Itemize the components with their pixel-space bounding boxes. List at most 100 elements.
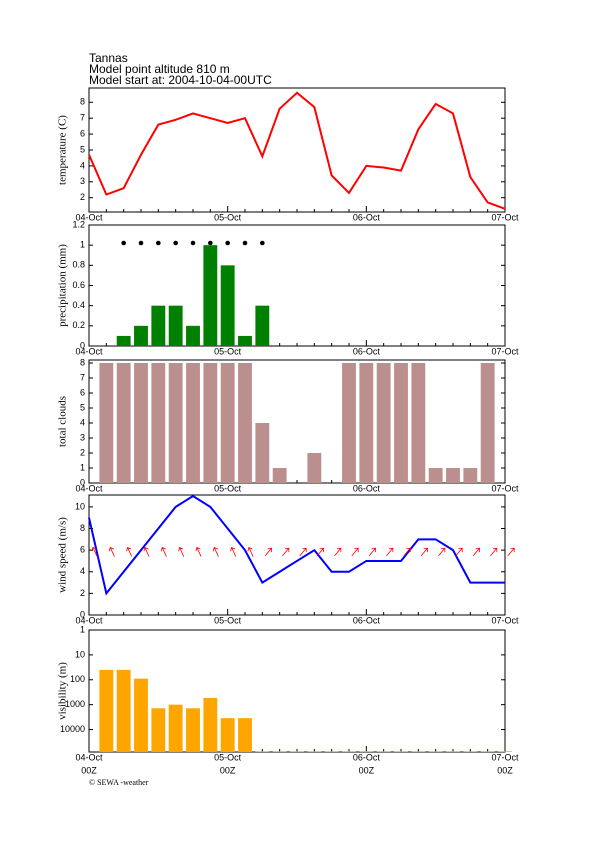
x-tick-label: 07-Oct [491, 212, 519, 222]
x-tick-label: 06-Oct [353, 483, 381, 493]
precip-type-dot [138, 240, 144, 246]
wind-direction-arrow [455, 547, 463, 557]
x-tick-label: 04-Oct [75, 346, 103, 356]
y-tick-label: 0.2 [72, 320, 85, 330]
bar [428, 468, 443, 483]
bar [498, 751, 512, 752]
y-tick-label: 2 [80, 192, 85, 202]
wind-direction-arrow [386, 547, 394, 557]
y-tick-label: 0 [80, 340, 85, 350]
y-tick-label: 8 [80, 357, 85, 367]
bar [168, 363, 183, 483]
bar [203, 697, 218, 752]
bar [220, 363, 235, 483]
x-tick-label: 06-Oct [353, 615, 381, 625]
data-line [88, 494, 505, 596]
precip-type-dot [242, 240, 248, 246]
y-tick-label: 5 [80, 402, 85, 412]
bar [168, 704, 183, 752]
precip-type-dot [225, 240, 230, 246]
bar [359, 751, 374, 752]
y-tick-label: 5 [80, 144, 85, 154]
bar [116, 363, 131, 483]
bar [134, 363, 148, 483]
wind-direction-arrow [160, 546, 167, 557]
altitude: Model point altitude 810 m [89, 62, 230, 76]
bar [116, 335, 131, 346]
y-tick-label: 0.4 [72, 300, 85, 310]
y-tick-label: 6 [80, 545, 85, 555]
y-tick-label: 100 [70, 674, 85, 684]
precip-type-dot [173, 240, 178, 246]
bar [186, 325, 200, 346]
bar [220, 718, 235, 752]
x-sub-label: 00Z [497, 765, 513, 775]
wind-direction-arrow [490, 547, 498, 557]
bar [272, 468, 287, 483]
x-tick-label: 07-Oct [491, 483, 519, 493]
bar [307, 453, 322, 483]
x-tick-label: 04-Oct [75, 212, 103, 222]
wind-direction-arrow [178, 546, 185, 557]
precip-type-dot [190, 240, 196, 246]
bar [134, 325, 148, 346]
bar [480, 363, 495, 483]
bar [272, 751, 287, 752]
x-tick-label: 04-Oct [75, 615, 103, 625]
wind-direction-arrow [143, 546, 150, 557]
bar [446, 751, 460, 752]
wind-direction-arrow [403, 547, 411, 557]
bar [99, 363, 114, 483]
y-tick-label: 1.2 [72, 219, 85, 229]
y-tick-label: 4 [80, 566, 85, 576]
credit: © SEWA -weather [89, 778, 149, 787]
y-axis-label: precipitation (mm) [57, 244, 69, 327]
bar [359, 363, 374, 483]
data-line [88, 91, 506, 210]
y-tick-label: 6 [80, 128, 85, 138]
wind-direction-arrow [195, 546, 202, 557]
precip-type-dot [208, 240, 213, 246]
station-name: Tannas [89, 51, 128, 65]
precip-type-dot [260, 240, 265, 246]
x-tick-label: 04-Oct [75, 752, 103, 762]
bar [342, 363, 356, 483]
bar [480, 751, 495, 752]
bar [168, 305, 183, 346]
y-tick-label: 7 [80, 372, 85, 382]
y-tick-label: 10 [75, 501, 85, 511]
x-tick-label: 06-Oct [353, 752, 381, 762]
y-tick-label: 10000 [60, 724, 85, 734]
x-tick-label: 05-Oct [214, 212, 242, 222]
bar [255, 305, 270, 346]
bar [324, 751, 339, 752]
x-tick-label: 06-Oct [353, 346, 381, 356]
bar [290, 751, 304, 752]
bar [411, 751, 426, 752]
x-tick-label: 05-Oct [214, 483, 242, 493]
bar [446, 468, 460, 483]
wind-direction-arrow [230, 546, 237, 557]
wind-direction-arrow [247, 546, 254, 557]
y-axis-label: temperature (C) [57, 115, 69, 185]
y-tick-label: 1000 [65, 699, 85, 709]
bar [307, 751, 322, 752]
y-tick-label: 1 [80, 462, 85, 472]
bar [376, 751, 391, 752]
y-tick-label: 10 [75, 649, 85, 659]
wind-direction-arrow [126, 546, 133, 557]
y-tick-label: 2 [80, 447, 85, 457]
x-tick-label: 07-Oct [491, 615, 519, 625]
y-tick-label: 0.8 [72, 260, 85, 270]
wind-direction-arrow [212, 546, 219, 557]
bar [411, 363, 426, 483]
bar [394, 363, 408, 483]
bar [186, 363, 200, 483]
wind-direction-arrow [420, 547, 428, 557]
y-tick-label: 0 [80, 609, 85, 619]
y-tick-label: 1 [80, 240, 85, 250]
x-tick-label: 07-Oct [491, 752, 519, 762]
wind-direction-arrow [264, 547, 272, 557]
bar [255, 751, 270, 752]
